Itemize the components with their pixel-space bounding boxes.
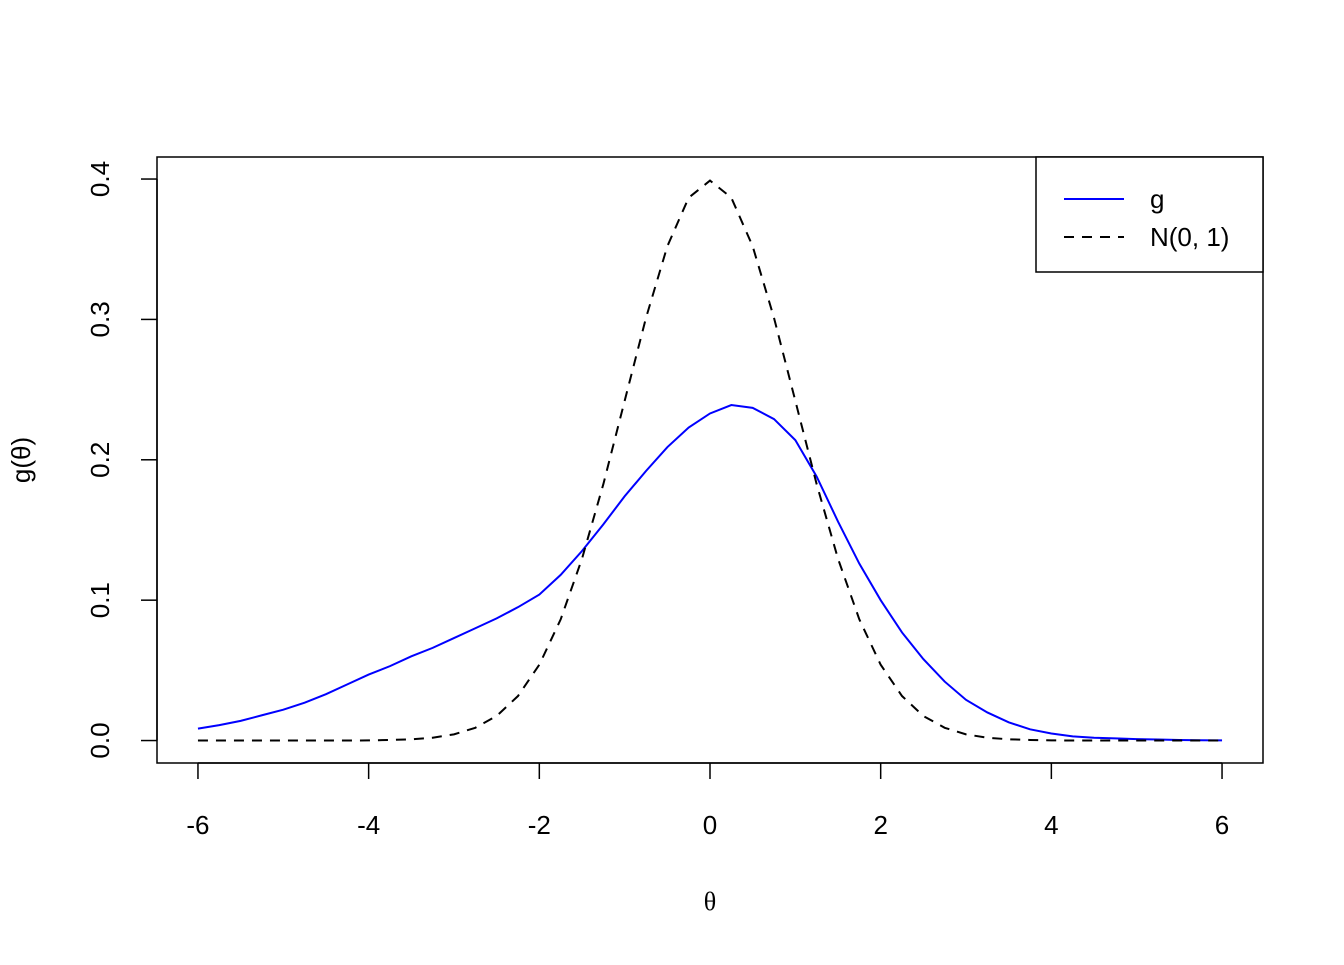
x-tick-label: -6 bbox=[186, 810, 209, 840]
y-tick-label: 0.3 bbox=[85, 301, 115, 337]
series-line bbox=[197, 404, 1223, 742]
x-tick-label: 2 bbox=[873, 810, 887, 840]
series-line bbox=[197, 179, 1223, 742]
x-axis-label: θ bbox=[704, 887, 716, 916]
x-tick-label: -4 bbox=[357, 810, 380, 840]
legend-label: N(0, 1) bbox=[1150, 222, 1229, 252]
y-tick-label: 0.2 bbox=[85, 442, 115, 478]
legend-box bbox=[1035, 156, 1264, 273]
y-tick-label: 0.1 bbox=[85, 582, 115, 618]
legend-label: g bbox=[1150, 184, 1164, 214]
y-tick-label: 0.0 bbox=[85, 722, 115, 758]
x-tick-label: 6 bbox=[1215, 810, 1229, 840]
x-tick-label: 0 bbox=[703, 810, 717, 840]
y-axis-label: g(θ) bbox=[6, 437, 36, 483]
x-tick-label: -2 bbox=[528, 810, 551, 840]
y-tick-label: 0.4 bbox=[85, 161, 115, 197]
x-tick-label: 4 bbox=[1044, 810, 1058, 840]
